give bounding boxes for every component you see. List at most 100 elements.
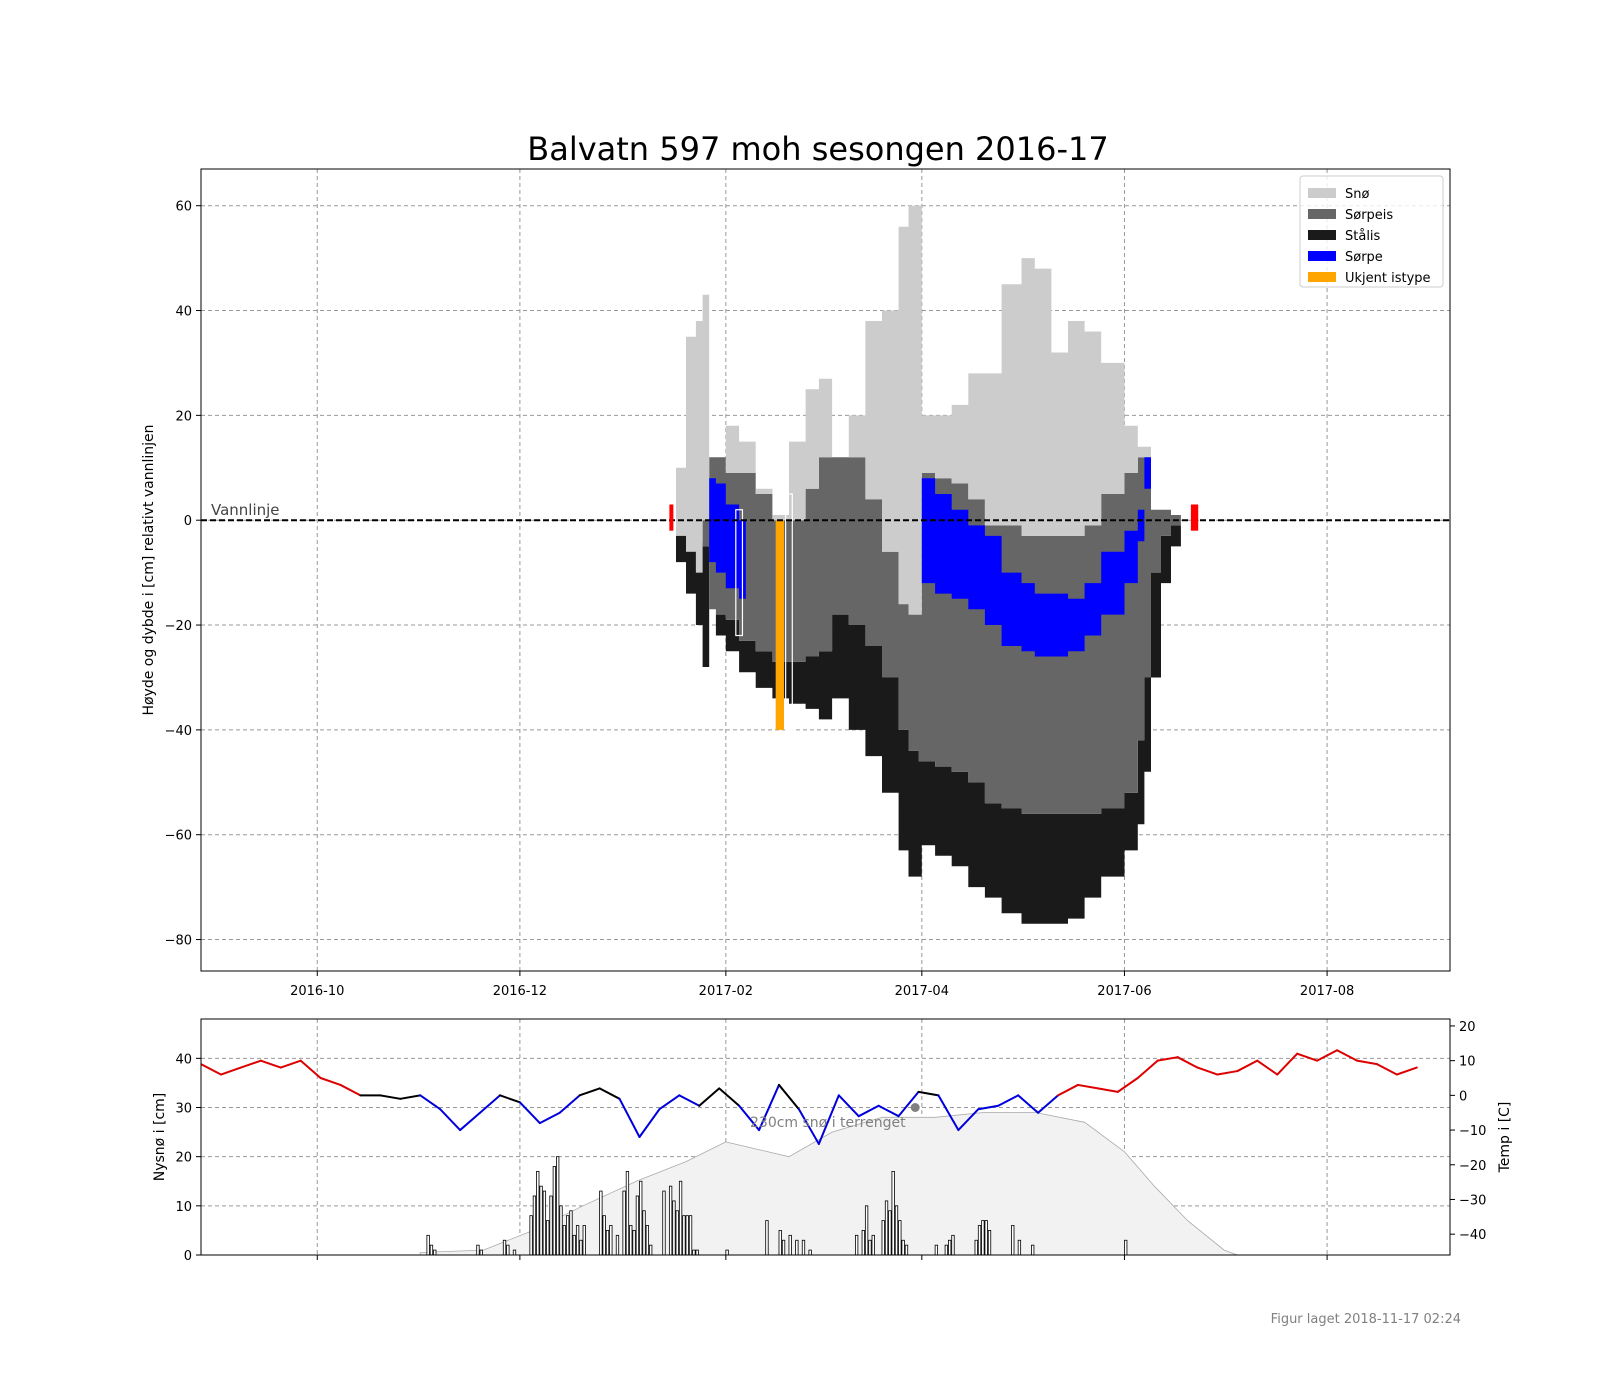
temperature-segment — [259, 1059, 282, 1069]
temperature-segment — [1336, 1049, 1358, 1062]
new-snow-bar — [649, 1244, 653, 1255]
new-snow-bar — [506, 1244, 510, 1255]
legend-label: Stålis — [1345, 229, 1381, 244]
temperature-segment — [678, 1094, 701, 1107]
y2-tick-label: −40 — [1459, 1228, 1486, 1243]
slush-ice-layer — [669, 457, 1188, 814]
temperature-segment — [1037, 1094, 1060, 1114]
new-snow-bar — [888, 1210, 892, 1255]
temperature-segment — [578, 1087, 601, 1097]
y-tick-label: −40 — [165, 724, 192, 739]
new-snow-bar — [695, 1249, 699, 1255]
water-line — [201, 504, 1450, 531]
new-snow-bar — [542, 1190, 547, 1255]
new-snow-bar — [635, 1195, 640, 1255]
new-snow-bar — [904, 1244, 909, 1255]
new-snow-bar — [599, 1190, 603, 1255]
new-snow-bar — [536, 1171, 540, 1255]
y2-tick-label: −10 — [1459, 1124, 1486, 1139]
measurement-outline-bar — [735, 509, 744, 637]
weather-chart: 0 10 20 30 40 20 10 0 −10 −20 −30 −40 Nysnø i [cm]… — [152, 1018, 1513, 1264]
main-y-axis-label: Høyde og dybde i [cm] relativt vannlinje… — [141, 424, 157, 715]
x-tick-label: 2017-06 — [1097, 984, 1151, 999]
new-snow-bar — [615, 1234, 620, 1255]
new-snow-bar — [602, 1215, 606, 1255]
temperature-segment — [1355, 1059, 1378, 1066]
ice-cover-marker — [1194, 504, 1199, 531]
temperature-segment — [777, 1083, 800, 1111]
chart-title: Balvatn 597 moh sesongen 2016-17 — [527, 130, 1109, 168]
new-snow-bar — [881, 1220, 885, 1255]
new-snow-bar — [565, 1215, 570, 1255]
temperature-segment — [1256, 1059, 1279, 1076]
main-plot-frame — [200, 168, 1451, 972]
legend-swatch — [1308, 209, 1336, 219]
temperature-segment — [419, 1094, 442, 1111]
temperature-segment — [1236, 1059, 1259, 1073]
new-snow-axis-label: Nysnø i [cm] — [152, 1093, 168, 1182]
snow-on-ground-annotation: 230cm snø i terrenget — [750, 1115, 906, 1131]
new-snow-bar — [1124, 1239, 1128, 1255]
new-snow-bar — [582, 1225, 586, 1255]
new-snow-bar — [864, 1205, 869, 1255]
new-snow-bar — [662, 1190, 666, 1255]
new-snow-bar — [678, 1180, 683, 1255]
new-snow-bar — [861, 1230, 865, 1255]
new-snow-bar — [948, 1239, 952, 1255]
temperature-segment — [937, 1094, 960, 1132]
y-tick-label: 20 — [175, 1151, 192, 1166]
temperature-segment — [399, 1094, 422, 1100]
slush-layer — [709, 457, 1151, 657]
legend-label: Ukjent istype — [1345, 271, 1431, 286]
temperature-segment — [718, 1087, 741, 1107]
temperature-segment — [1156, 1056, 1179, 1062]
temperature-segment — [518, 1101, 541, 1125]
new-snow-bar — [934, 1244, 939, 1255]
new-snow-bar — [512, 1249, 517, 1255]
temperature-axis-label: Temp i [C] — [1497, 1102, 1513, 1174]
new-snow-bar — [868, 1239, 872, 1255]
new-snow-bar — [977, 1225, 982, 1255]
new-snow-bar — [1011, 1225, 1015, 1255]
legend-swatch — [1308, 230, 1336, 240]
new-snow-bar — [987, 1230, 992, 1255]
x-tick-label: 2017-04 — [895, 984, 949, 999]
legend-label: Sørpe — [1345, 250, 1383, 265]
new-snow-bar — [675, 1210, 679, 1255]
new-snow-bar — [1031, 1244, 1035, 1255]
temperature-segment — [339, 1083, 362, 1097]
new-snow-bar — [529, 1215, 533, 1255]
new-snow-bar — [871, 1234, 875, 1255]
new-snow-bar — [556, 1156, 560, 1255]
weather-plot-frame — [200, 1018, 1451, 1256]
new-snow-bar — [778, 1230, 782, 1255]
new-snow-bar — [476, 1244, 480, 1255]
y-tick-label: 30 — [175, 1102, 192, 1117]
temperature-segment — [1017, 1094, 1040, 1114]
new-snow-bar — [894, 1205, 899, 1255]
new-snow-bar — [884, 1200, 889, 1255]
temperature-segment — [698, 1087, 721, 1107]
temperature-segment — [837, 1094, 860, 1118]
new-snow-bar — [725, 1249, 729, 1255]
new-snow-bar — [808, 1249, 812, 1255]
temperature-segment — [379, 1094, 402, 1100]
temperature-segment — [758, 1083, 780, 1132]
y-tick-label: 10 — [175, 1200, 192, 1215]
temperature-segment — [957, 1108, 980, 1132]
new-snow-bar — [672, 1200, 676, 1255]
y-tick-label: −80 — [165, 934, 192, 949]
snow-layer — [669, 205, 1188, 615]
legend-label: Snø — [1345, 187, 1369, 202]
y-tick-label: 40 — [175, 305, 192, 320]
new-snow-bar — [981, 1220, 985, 1255]
new-snow-bar — [579, 1239, 583, 1255]
ice-cover-marker — [669, 504, 674, 531]
temperature-segment — [1375, 1063, 1398, 1076]
new-snow-bar — [622, 1190, 626, 1255]
snow-on-ground-marker — [910, 1103, 920, 1112]
temperature-segment — [1116, 1077, 1139, 1093]
weather-y-axis-left: 0 10 20 30 40 — [175, 1052, 201, 1264]
new-snow-bar — [609, 1225, 613, 1255]
